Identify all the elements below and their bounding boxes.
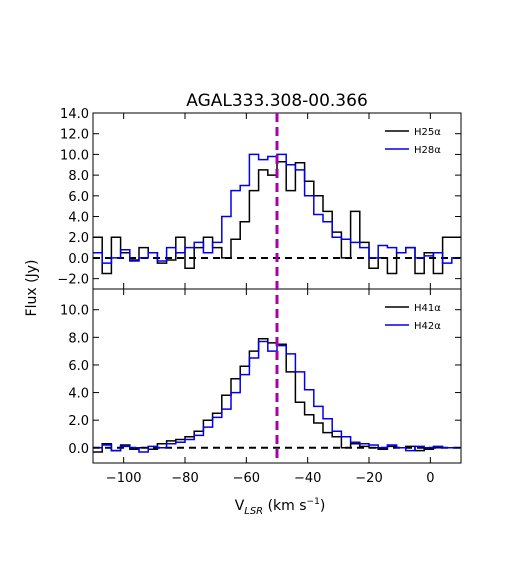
y-tick-label: 8.0 [68, 169, 89, 184]
legend-label: H41α [414, 303, 441, 314]
y-tick-label: 2.0 [68, 231, 89, 246]
x-axis-label-main: V [235, 498, 245, 514]
y-axis-label: Flux (Jy) [24, 260, 40, 317]
x-axis-label-exp: −1 [307, 497, 320, 507]
chart-title: AGAL333.308-00.366 [186, 91, 368, 111]
y-tick-label: 12.0 [60, 128, 89, 143]
x-axis-label-close: ) [320, 498, 325, 514]
y-tick-label: 10.0 [60, 148, 89, 163]
x-axis-label-sub: LSR [244, 506, 263, 517]
x-tick-label: −20 [355, 471, 382, 486]
y-tick-label: 2.0 [68, 414, 89, 429]
y-tick-label: 4.0 [68, 387, 89, 402]
x-tick-label: −80 [171, 471, 198, 486]
x-tick-label: 0 [426, 471, 434, 486]
legend-label: H28α [414, 145, 441, 156]
x-tick-label: −40 [294, 471, 321, 486]
legend-label: H25α [414, 127, 441, 138]
y-tick-label: 8.0 [68, 331, 89, 346]
series-line-bottom-0 [93, 337, 461, 453]
x-tick-label: −60 [233, 471, 260, 486]
x-tick-label: −100 [106, 471, 142, 486]
y-tick-label: 0.0 [68, 252, 89, 267]
y-tick-label: 6.0 [68, 190, 89, 205]
y-tick-label: 14.0 [60, 107, 89, 122]
x-axis-label: VLSR (km s−1) [235, 497, 326, 517]
y-tick-label: 6.0 [68, 359, 89, 374]
y-tick-label: −2.0 [57, 273, 89, 288]
x-axis-label-unit: (km s [263, 498, 306, 514]
bottom-panel: 0.0 2.0 4.0 6.0 8.0 10.0 H41α H42α [60, 288, 462, 464]
y-tick-label: 0.0 [68, 442, 89, 457]
top-panel: −2.0 0.0 2.0 4.0 6.0 8.0 10.0 12.0 14.0 H25α H28α [57, 107, 462, 290]
y-tick-label: 10.0 [60, 304, 89, 319]
legend-label: H42α [414, 321, 441, 332]
y-tick-label: 4.0 [68, 211, 89, 226]
